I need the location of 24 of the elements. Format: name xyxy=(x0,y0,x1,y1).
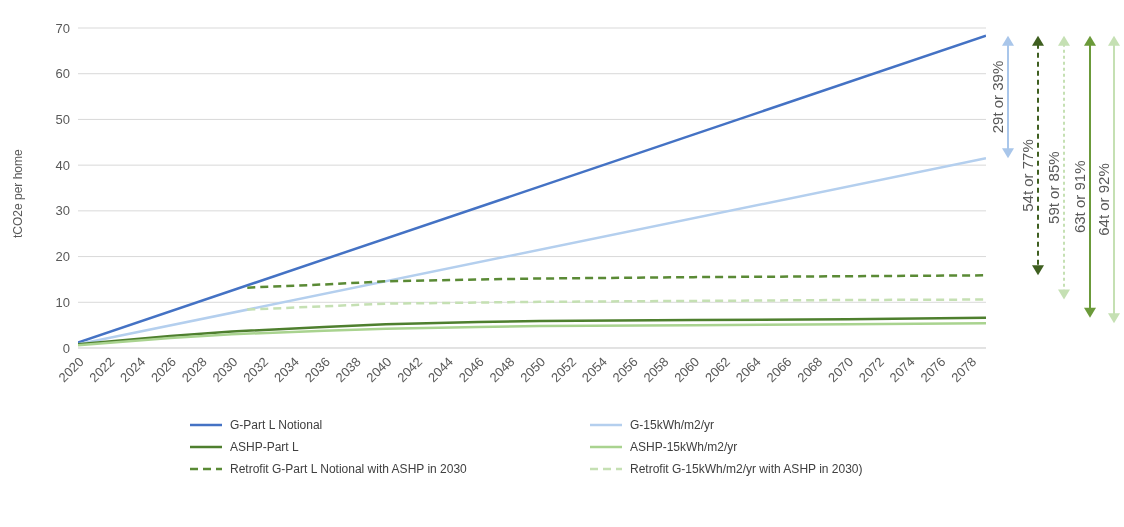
y-tick-label: 0 xyxy=(62,340,70,356)
y-tick-label: 20 xyxy=(55,249,70,265)
y-tick-label: 70 xyxy=(55,20,70,36)
y-axis-title: tCO2e per home xyxy=(11,148,26,238)
legend-label: Retrofit G-Part L Notional with ASHP in 2030 xyxy=(230,462,467,476)
line-series xyxy=(78,316,986,346)
y-tick-label: 50 xyxy=(55,112,70,128)
text: 29t or 39% xyxy=(989,60,1006,134)
legend-label: ASHP-15kWh/m2/yr xyxy=(630,440,738,454)
text: 63t or 91% xyxy=(1071,160,1088,234)
legend-label: ASHP-Part L xyxy=(230,440,299,454)
text: 59t or 85% xyxy=(1045,151,1062,224)
text: 54t or 77% xyxy=(1019,139,1036,212)
y-tick-label: 10 xyxy=(55,294,70,310)
y-tick-label: 40 xyxy=(55,157,70,173)
line-series xyxy=(246,274,986,289)
line-series xyxy=(246,298,986,311)
legend-label: Retrofit G-15kWh/m2/yr with ASHP in 2030) xyxy=(630,462,863,476)
legend-label: G-15kWh/m2/yr xyxy=(630,418,715,432)
text: 64t or 92% xyxy=(1095,163,1112,236)
y-tick-label: 30 xyxy=(55,203,70,219)
line-series xyxy=(78,322,986,347)
legend-label: G-Part L Notional xyxy=(230,418,323,432)
y-tick-label: 60 xyxy=(55,66,70,82)
